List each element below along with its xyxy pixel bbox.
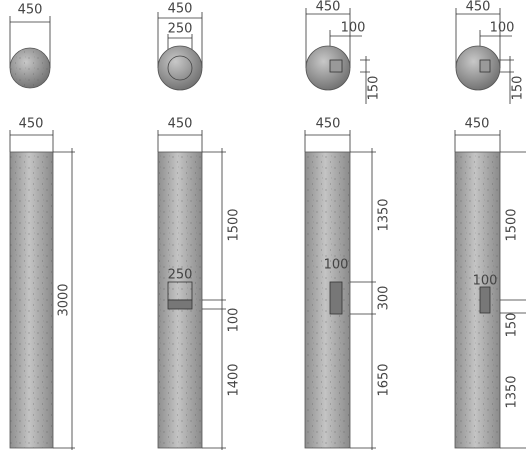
dim-label: 150 — [367, 76, 382, 101]
plan-section — [456, 46, 500, 90]
dim-label: 150 — [511, 76, 526, 101]
texture — [455, 152, 500, 448]
dim-label: 450 — [18, 3, 43, 18]
texture — [10, 48, 50, 88]
dim-label: 250 — [168, 22, 193, 37]
dim-label: 450 — [316, 0, 341, 15]
opening — [168, 300, 192, 309]
dimension — [10, 130, 53, 152]
plan-section — [306, 46, 350, 90]
view-1: 450 450 3000 — [10, 3, 75, 450]
dim-label: 3000 — [57, 283, 72, 316]
plan-section — [158, 46, 202, 90]
drawing: 450 450 3000 450 250 450 250 1500 100 14… — [0, 0, 528, 450]
dim-label: 100 — [324, 258, 349, 273]
dim-label: 150 — [505, 313, 520, 338]
dimension — [202, 148, 226, 450]
dim-label: 450 — [168, 2, 193, 17]
dim-label: 1400 — [227, 363, 242, 396]
dim-label: 1350 — [377, 198, 392, 231]
dim-label: 1500 — [227, 208, 242, 241]
dimension — [158, 130, 202, 152]
dim-label: 450 — [465, 117, 490, 132]
dim-label: 100 — [341, 21, 366, 36]
dim-label: 250 — [168, 268, 193, 283]
dim-label: 100 — [473, 274, 498, 289]
dim-label: 450 — [466, 0, 491, 15]
dim-label: 100 — [490, 21, 515, 36]
dim-label: 1650 — [377, 363, 392, 396]
recess — [480, 60, 490, 72]
dim-label: 450 — [168, 117, 193, 132]
texture — [10, 152, 53, 448]
dim-label: 1350 — [505, 375, 520, 408]
dim-label: 450 — [316, 117, 341, 132]
opening — [330, 282, 342, 314]
view-4: 450 100 150 450 100 1500 150 1350 — [455, 0, 526, 448]
dim-label: 300 — [377, 286, 392, 311]
view-2: 450 250 450 250 1500 100 1400 — [158, 2, 242, 450]
view-3: 450 100 150 450 100 1350 300 1650 — [305, 0, 392, 450]
texture — [305, 152, 350, 448]
dimension — [350, 148, 376, 450]
recess — [330, 60, 342, 72]
dimension — [455, 130, 500, 152]
dim-label: 100 — [227, 308, 242, 333]
opening — [480, 287, 490, 313]
dim-label: 1500 — [505, 208, 520, 241]
dimension — [305, 130, 350, 152]
dim-label: 450 — [19, 117, 44, 132]
